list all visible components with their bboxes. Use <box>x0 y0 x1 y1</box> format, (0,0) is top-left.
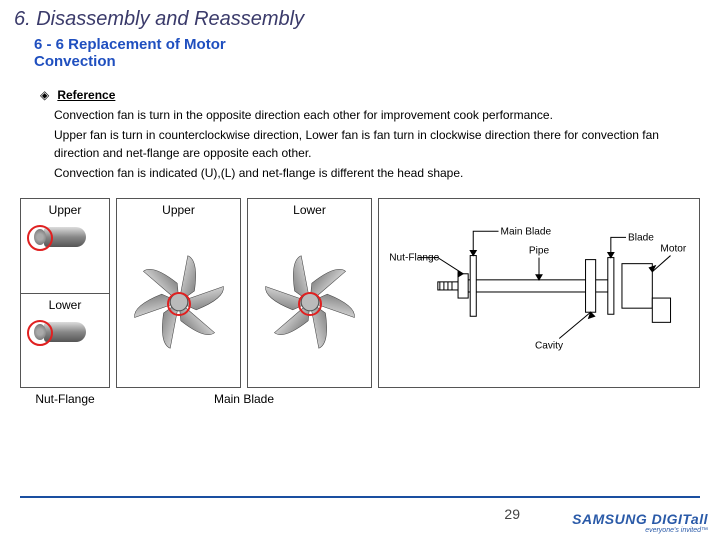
reference-para-1: Convection fan is turn in the opposite d… <box>40 106 680 124</box>
subsection-heading: 6 - 6 Replacement of Motor Convection <box>0 31 720 70</box>
highlight-circle-icon <box>27 320 53 346</box>
logo-text-2: DIGITall <box>652 511 708 527</box>
nut-lower-label: Lower <box>49 298 82 312</box>
cross-section-panel: Main Blade Nut-Flange Pipe Cavity Blade … <box>378 198 700 388</box>
label-blade: Blade <box>628 232 654 243</box>
cross-section-diagram: Main Blade Nut-Flange Pipe Cavity Blade … <box>387 207 691 379</box>
blade-upper-label: Upper <box>162 203 195 217</box>
caption-main-blade: Main Blade <box>116 392 372 406</box>
blade-lower-panel: Lower <box>247 198 372 388</box>
caption-nut-flange: Nut-Flange <box>20 392 110 406</box>
caption-row: Nut-Flange Main Blade <box>20 392 700 406</box>
section-heading: 6. Disassembly and Reassembly <box>0 0 720 31</box>
diagram-row: Upper Lower Upper <box>20 198 700 388</box>
bullet-icon: ◈ <box>40 86 54 104</box>
brand-logo: SAMSUNG DIGITall everyone's invited™ <box>572 511 708 534</box>
footer-rule <box>20 496 700 498</box>
logo-text-1: SAMSUNG <box>572 511 647 527</box>
highlight-circle-icon <box>27 225 53 251</box>
highlight-circle-icon <box>298 292 322 316</box>
reference-para-3: Convection fan is indicated (U),(L) and … <box>40 164 680 182</box>
label-motor: Motor <box>660 244 686 255</box>
reference-block: ◈ Reference Convection fan is turn in th… <box>0 70 720 192</box>
highlight-circle-icon <box>167 292 191 316</box>
label-cavity: Cavity <box>535 341 564 352</box>
nut-flange-panel: Upper Lower <box>20 198 110 388</box>
label-pipe: Pipe <box>529 246 550 257</box>
reference-para-2: Upper fan is turn in counterclockwise di… <box>40 126 680 162</box>
blade-lower-label: Lower <box>293 203 326 217</box>
nut-upper-label: Upper <box>49 203 82 217</box>
reference-title: Reference <box>57 88 115 102</box>
label-main-blade: Main Blade <box>501 226 552 237</box>
logo-tagline: everyone's invited™ <box>572 527 708 534</box>
label-nut-flange: Nut-Flange <box>389 253 439 264</box>
page-number: 29 <box>504 506 520 522</box>
blade-upper-panel: Upper <box>116 198 241 388</box>
